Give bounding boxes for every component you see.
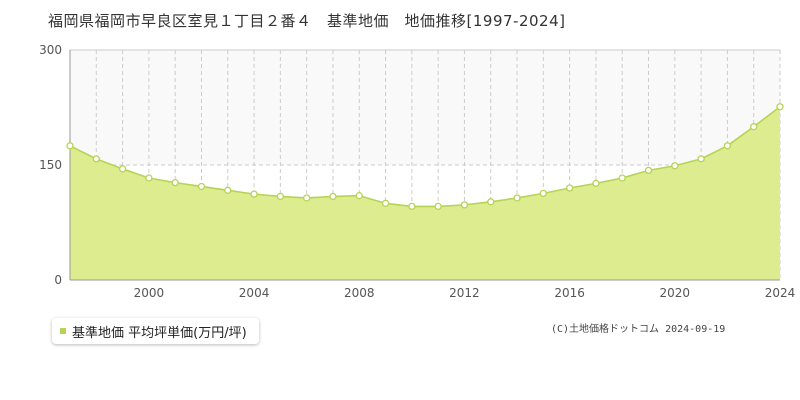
data-point-2018[interactable] <box>618 174 626 182</box>
series-area <box>70 106 780 280</box>
data-point-2016[interactable] <box>565 184 574 192</box>
data-point-1997[interactable] <box>66 142 74 150</box>
data-point-2006[interactable] <box>303 194 311 202</box>
data-point-2020[interactable] <box>671 162 679 170</box>
plot-band-upper <box>70 50 780 165</box>
copyright-text: (C)土地価格ドットコム 2024-09-19 <box>551 324 726 335</box>
data-point-1998[interactable] <box>92 155 100 163</box>
x-tick-label: 2004 <box>239 286 270 300</box>
data-point-2024[interactable] <box>776 103 784 111</box>
data-point-2015[interactable] <box>539 189 547 198</box>
x-tick-label: 2008 <box>344 286 375 300</box>
x-tick-label: 2020 <box>660 286 691 300</box>
legend[interactable]: 基準地価 平均坪単価(万円/坪) <box>52 318 259 344</box>
data-point-2011[interactable] <box>434 202 442 211</box>
chart-title: 福岡県福岡市早良区室見１丁目２番４ 基準地価 地価推移[1997-2024] <box>48 12 566 30</box>
data-point-2013[interactable] <box>487 198 495 206</box>
y-tick-label: 150 <box>39 158 62 172</box>
legend-label: 基準地価 平均坪単価(万円/坪) <box>72 325 247 341</box>
data-point-2002[interactable] <box>197 182 206 191</box>
data-point-2008[interactable] <box>355 192 363 200</box>
x-tick-label: 2000 <box>134 286 165 300</box>
series-line <box>69 106 781 208</box>
x-tick-label: 2024 <box>765 286 796 300</box>
data-point-2021[interactable] <box>697 155 705 163</box>
data-point-2007[interactable] <box>329 192 337 201</box>
x-tick-label: 2012 <box>449 286 480 300</box>
x-tick-label: 2016 <box>554 286 585 300</box>
data-point-2019[interactable] <box>644 166 653 175</box>
data-point-2004[interactable] <box>250 190 258 198</box>
data-point-2012[interactable] <box>460 201 469 209</box>
data-point-2009[interactable] <box>381 199 390 207</box>
y-tick-label: 0 <box>54 273 62 287</box>
y-tick-label: 300 <box>39 43 62 57</box>
data-point-2014[interactable] <box>513 194 521 202</box>
data-point-2023[interactable] <box>750 123 758 131</box>
data-point-2003[interactable] <box>224 186 232 194</box>
data-point-2017[interactable] <box>592 179 600 188</box>
data-point-2022[interactable] <box>723 142 732 150</box>
data-point-1999[interactable] <box>118 165 127 173</box>
legend-marker <box>60 328 66 334</box>
data-point-2000[interactable] <box>145 174 153 182</box>
data-point-2001[interactable] <box>171 178 179 187</box>
data-point-2005[interactable] <box>276 192 285 201</box>
data-point-2010[interactable] <box>408 202 416 211</box>
chart-plot: 0 150 300 2000 2004 2008 2012 2016 2020 2024 <box>39 43 796 300</box>
